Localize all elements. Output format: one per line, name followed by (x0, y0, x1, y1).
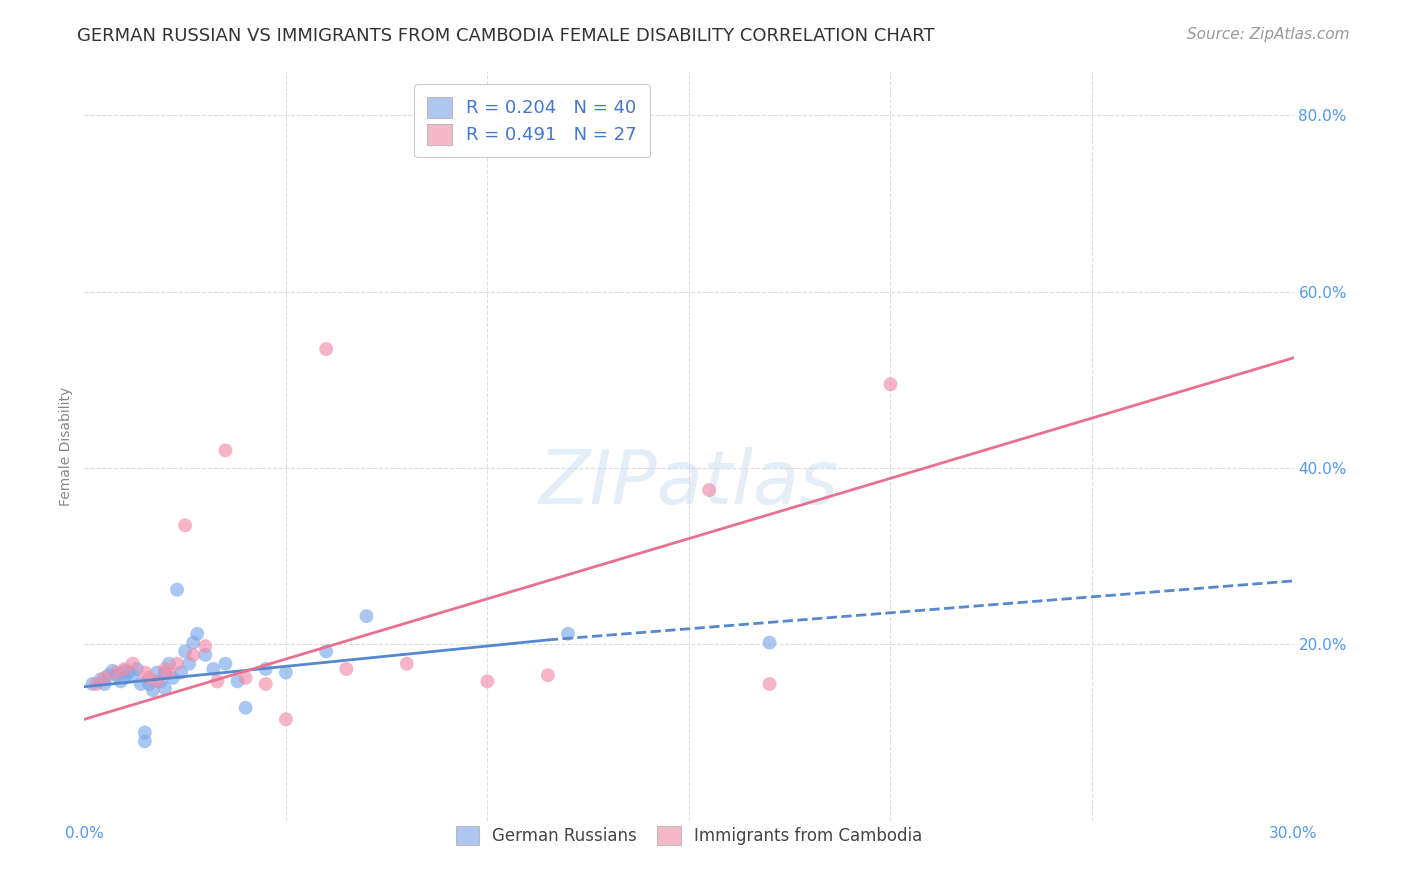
Point (146, 674, 169, 689)
Point (235, 671, 257, 685)
Point (121, 657, 143, 671)
Point (110, 674, 132, 689)
Point (207, 674, 229, 689)
Point (214, 657, 236, 671)
Point (134, 734, 156, 748)
Point (89, 673, 111, 687)
Point (114, 662, 136, 676)
Point (142, 683, 165, 698)
Point (170, 665, 193, 680)
Point (82, 677, 104, 691)
Point (97, 668, 120, 682)
Point (166, 657, 188, 671)
Point (274, 665, 297, 680)
Point (149, 674, 172, 689)
Point (121, 668, 143, 682)
Point (315, 342, 337, 356)
Point (557, 626, 579, 640)
Point (86, 677, 108, 691)
Point (138, 671, 160, 685)
Point (254, 662, 277, 676)
Point (179, 657, 201, 671)
Point (162, 671, 184, 685)
Point (315, 644, 337, 658)
Text: GERMAN RUSSIAN VS IMMIGRANTS FROM CAMBODIA FEMALE DISABILITY CORRELATION CHART: GERMAN RUSSIAN VS IMMIGRANTS FROM CAMBOD… (77, 27, 935, 45)
Point (118, 665, 141, 680)
Point (537, 668, 560, 682)
Point (181, 635, 204, 649)
Point (157, 665, 180, 680)
Point (395, 657, 418, 671)
Point (194, 639, 217, 653)
Point (134, 665, 156, 680)
Y-axis label: Female Disability: Female Disability (59, 386, 73, 506)
Point (879, 377, 901, 392)
Point (105, 668, 128, 682)
Point (101, 664, 124, 678)
Legend: German Russians, Immigrants from Cambodia: German Russians, Immigrants from Cambodi… (447, 818, 931, 854)
Point (166, 582, 188, 597)
Point (274, 712, 297, 726)
Point (254, 677, 277, 691)
Point (125, 662, 148, 676)
Point (93, 671, 115, 685)
Point (134, 725, 156, 739)
Point (226, 674, 249, 689)
Point (335, 662, 357, 676)
Point (129, 677, 152, 691)
Point (153, 662, 176, 676)
Point (114, 671, 136, 685)
Point (477, 674, 499, 689)
Point (186, 626, 208, 640)
Point (214, 443, 236, 458)
Text: Source: ZipAtlas.com: Source: ZipAtlas.com (1187, 27, 1350, 42)
Point (174, 644, 197, 658)
Point (138, 677, 160, 691)
Point (235, 701, 257, 715)
Point (174, 518, 197, 533)
Point (758, 635, 780, 649)
Text: ZIPatlas: ZIPatlas (538, 448, 839, 519)
Point (153, 681, 176, 696)
Point (356, 609, 378, 624)
Point (114, 664, 136, 678)
Point (105, 665, 128, 680)
Point (758, 677, 780, 691)
Point (697, 483, 720, 497)
Point (181, 648, 204, 662)
Point (202, 662, 225, 676)
Point (194, 648, 217, 662)
Point (93, 677, 115, 691)
Point (153, 665, 176, 680)
Point (146, 665, 169, 680)
Point (157, 657, 180, 671)
